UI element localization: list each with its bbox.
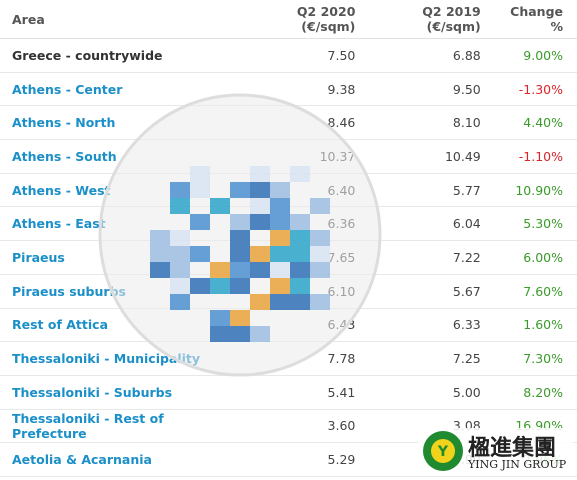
price-2020: 6.36 [244, 206, 370, 242]
column-header: Change % [494, 0, 577, 39]
header-row: Area Q2 2020 (€/sqm) Q2 2019 (€/sqm) Change… [0, 0, 577, 39]
price-2020: 7.78 [244, 341, 370, 376]
area-name: Aetolia & Acarnania [0, 442, 245, 477]
area-name: Athens - Center [0, 72, 245, 107]
table-row: Athens - East 6.36 6.04 5.30% [0, 206, 577, 242]
logo-name: 楹進集團 [468, 435, 557, 461]
table-row: Greece - countrywide 7.50 6.88 9.00% [0, 38, 577, 73]
table-row: Rest of Attica 6.43 6.33 1.60% [0, 308, 577, 343]
area-name: Thessaloniki - Municipality [0, 341, 245, 376]
table-row: Piraeus 7.65 7.22 6.00% [0, 240, 577, 275]
table-row: Athens - South 10.37 10.49 -1.10% [0, 139, 577, 174]
area-name: Piraeus [0, 240, 245, 275]
price-2019: 5.00 [369, 375, 495, 410]
price-2019: 7.25 [369, 341, 495, 376]
table-row: Thessaloniki - Suburbs 5.41 5.00 8.20% [0, 375, 577, 410]
area-name: Athens - South [0, 139, 245, 174]
area-name: Thessaloniki - Rest of Prefecture [0, 409, 245, 444]
area-name: Greece - countrywide [0, 38, 245, 73]
price-2019: 8.10 [369, 105, 495, 141]
table-row: Athens - West 6.40 5.77 10.90% [0, 173, 577, 208]
change: 9.00% [494, 38, 577, 73]
price-2020: 9.38 [244, 72, 370, 107]
change: 10.90% [494, 173, 577, 208]
price-2020: 6.40 [244, 173, 370, 208]
logo: Y 楹進集團 YING JIN GROUP [418, 428, 573, 474]
change: -1.30% [494, 72, 577, 107]
price-2019: 7.22 [369, 240, 495, 275]
area-name: Rest of Attica [0, 308, 245, 343]
table-row: Athens - North 8.46 8.10 4.40% [0, 105, 577, 141]
change: 7.60% [494, 274, 577, 309]
price-2019: 6.88 [369, 38, 495, 73]
area-name: Athens - North [0, 105, 245, 141]
table-row: Thessaloniki - Municipality 7.78 7.25 7.30% [0, 341, 577, 376]
price-2019: 9.50 [369, 72, 495, 107]
column-header: Q2 2020 (€/sqm) [244, 0, 370, 39]
area-name: Thessaloniki - Suburbs [0, 375, 245, 410]
price-2020: 10.37 [244, 139, 370, 174]
price-2020: 5.29 [244, 442, 370, 477]
table-body: Greece - countrywide 7.50 6.88 9.00% Athens … [0, 38, 577, 477]
price-2019: 6.04 [369, 206, 495, 242]
change: 7.30% [494, 341, 577, 376]
area-name: Athens - East [0, 206, 245, 242]
price-2019: 10.49 [369, 139, 495, 174]
change: 5.30% [494, 206, 577, 242]
change: -1.10% [494, 139, 577, 174]
column-header: Area [0, 0, 245, 39]
change: 4.40% [494, 105, 577, 141]
area-name: Athens - West [0, 173, 245, 208]
price-2020: 3.60 [244, 409, 370, 444]
price-2020: 8.46 [244, 105, 370, 141]
price-2019: 5.67 [369, 274, 495, 309]
price-2020: 7.65 [244, 240, 370, 275]
price-2020: 7.50 [244, 38, 370, 73]
change: 6.00% [494, 240, 577, 275]
price-2020: 6.10 [244, 274, 370, 309]
change: 8.20% [494, 375, 577, 410]
price-2020: 6.43 [244, 308, 370, 343]
area-name: Piraeus suburbs [0, 274, 245, 309]
table-row: Piraeus suburbs 6.10 5.67 7.60% [0, 274, 577, 309]
svg-text:Y: Y [437, 444, 449, 460]
price-2019: 5.77 [369, 173, 495, 208]
price-2019: 6.33 [369, 308, 495, 343]
change: 1.60% [494, 308, 577, 343]
table-row: Athens - Center 9.38 9.50 -1.30% [0, 72, 577, 107]
logo-subtitle: YING JIN GROUP [468, 458, 567, 471]
price-2020: 5.41 [244, 375, 370, 410]
logo-icon: Y [423, 431, 463, 471]
column-header: Q2 2019 (€/sqm) [369, 0, 495, 39]
